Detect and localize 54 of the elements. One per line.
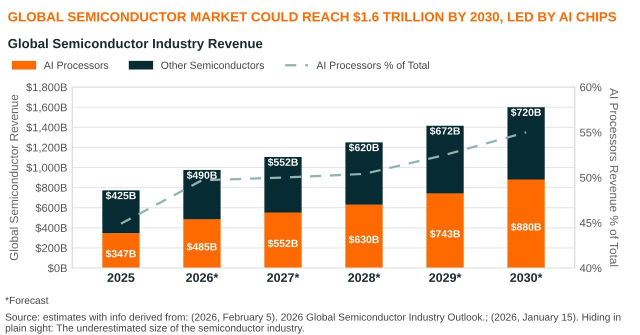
x-tick-label: 2028* bbox=[348, 273, 380, 282]
x-tick-label: 2029* bbox=[429, 273, 462, 282]
bar bbox=[264, 212, 302, 268]
y2-tick-label: 45% bbox=[580, 219, 602, 227]
y2-tick-label: 60% bbox=[580, 83, 602, 92]
data-label: $880B bbox=[510, 222, 541, 232]
x-tick-label: 2030* bbox=[510, 273, 542, 282]
bar bbox=[102, 233, 140, 268]
y-tick-label: $1,600B bbox=[26, 103, 67, 113]
y2-tick-label: 40% bbox=[580, 264, 602, 272]
bar bbox=[183, 170, 221, 220]
data-label: $347B bbox=[106, 250, 136, 258]
y2-tick-label: 55% bbox=[580, 128, 602, 136]
bar bbox=[183, 219, 221, 268]
x-tick-label: 2025 bbox=[107, 273, 134, 282]
bar bbox=[345, 142, 383, 205]
chart-title: GLOBAL SEMICONDUCTOR MARKET COULD REACH $1.6 TRILLION BY 2030, LED BY AI CHIPS bbox=[8, 11, 616, 24]
y-tick-label: $400B bbox=[35, 224, 67, 233]
y-tick-label: $0B bbox=[48, 264, 67, 273]
legend-label: AI Processors % of Total bbox=[316, 61, 430, 69]
y-tick-label: $600B bbox=[35, 204, 67, 212]
bar bbox=[345, 204, 383, 268]
y2-tick-label: 50% bbox=[580, 174, 602, 182]
text: *Forecast bbox=[5, 296, 48, 304]
x-tick-label: 2027* bbox=[267, 273, 300, 282]
legend-label: AI Processors bbox=[44, 62, 108, 69]
y-axis-title: Global Semiconductor Revenue bbox=[10, 94, 18, 260]
bar bbox=[102, 190, 140, 234]
bar bbox=[426, 193, 464, 268]
data-label: $552B bbox=[268, 158, 298, 167]
data-label: $630B bbox=[348, 235, 379, 244]
y-tick-label: $1,400B bbox=[26, 123, 67, 133]
bar bbox=[264, 157, 302, 213]
data-label: $672B bbox=[430, 126, 460, 136]
bar bbox=[426, 126, 464, 194]
legend-label: Other Semiconductors bbox=[161, 61, 264, 69]
y-tick-label: $1,000B bbox=[26, 163, 67, 173]
y-tick-label: $800B bbox=[35, 183, 67, 192]
y-tick-label: $200B bbox=[35, 244, 67, 253]
data-label: $490B bbox=[186, 171, 217, 180]
chart-subtitle: Global Semiconductor Industry Revenue bbox=[8, 38, 262, 51]
data-label: $620B bbox=[348, 143, 379, 152]
bar bbox=[507, 107, 545, 180]
y-tick-label: $1,800B bbox=[26, 82, 67, 93]
y-tick-label: $1,200B bbox=[26, 143, 67, 153]
data-label: $720B bbox=[510, 108, 541, 117]
data-label: $485B bbox=[186, 242, 217, 252]
bar bbox=[507, 180, 545, 268]
data-label: $743B bbox=[430, 230, 460, 238]
x-tick-label: 2026* bbox=[186, 273, 218, 282]
y2-axis-title: AI Processors Revenue % of Total bbox=[610, 88, 618, 266]
data-label: $552B bbox=[268, 239, 298, 248]
data-label: $425B bbox=[106, 191, 136, 200]
source-note: Source: estimates with info derived from: (2026, February 5). 2026 Global Semiconductor Industry Outlook.; (2026, January 15). Hiding in plain sight: The underestimated size of the semiconductor industry. bbox=[6, 313, 620, 334]
